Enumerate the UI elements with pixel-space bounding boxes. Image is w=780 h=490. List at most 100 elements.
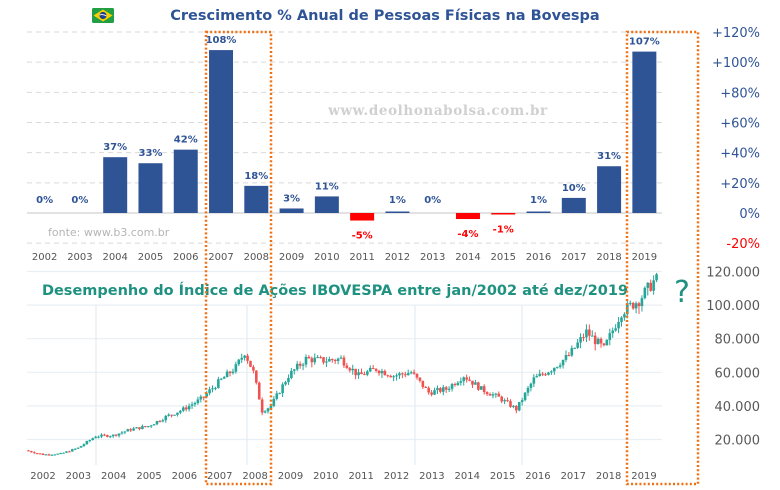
candle (555, 366, 559, 369)
x-tick-label: 2019 (631, 471, 656, 482)
candle (395, 373, 398, 381)
x-tick-label: 2014 (455, 471, 480, 482)
candle (290, 367, 293, 380)
candle (50, 454, 54, 456)
x-tick-label: 2018 (596, 252, 621, 263)
candle (266, 407, 270, 414)
candle (123, 431, 127, 435)
bar-2005 (138, 163, 163, 213)
candle (319, 355, 322, 359)
bar-2017 (561, 197, 586, 213)
y-tick-label: +100% (712, 56, 760, 71)
x-tick-label: 2018 (596, 471, 621, 482)
candle (491, 392, 495, 399)
candle (430, 389, 433, 397)
candle (427, 386, 430, 395)
candle (532, 374, 536, 388)
candle (295, 361, 299, 372)
candle (588, 324, 591, 341)
data-label-2002: 0% (36, 195, 53, 206)
candle (468, 376, 471, 382)
candle (129, 427, 133, 432)
x-tick-label: 2009 (279, 252, 304, 263)
bar-2018 (597, 166, 622, 213)
x-tick-label: 2009 (278, 471, 303, 482)
candle (94, 435, 97, 439)
candle (646, 282, 650, 296)
candle (453, 382, 457, 387)
candle (345, 362, 349, 369)
x-tick-label: 2010 (314, 252, 339, 263)
candle (582, 333, 585, 342)
x-tick-label: 2011 (349, 252, 374, 263)
x-tick-label: 2004 (102, 252, 127, 263)
candle (231, 368, 235, 375)
bar-2009 (279, 208, 304, 213)
candle (30, 450, 33, 453)
brazil-flag-icon (92, 8, 114, 23)
candle (599, 337, 603, 348)
candle (301, 362, 305, 371)
candle (418, 377, 422, 383)
candle (488, 392, 492, 396)
bar-chart-title: Crescimento % Anual de Pessoas Físicas n… (170, 8, 599, 24)
candle (386, 374, 390, 378)
candle (325, 357, 328, 368)
candle (322, 356, 325, 365)
candle (56, 453, 59, 455)
bar-2016 (526, 211, 551, 213)
candle (208, 386, 211, 396)
candle (222, 375, 226, 379)
bar-2004 (103, 157, 128, 213)
candle (631, 302, 635, 310)
data-label-2003: 0% (71, 195, 88, 206)
candle (628, 300, 632, 306)
y-tick-label: -20% (726, 237, 760, 252)
x-tick-label: 2017 (561, 471, 586, 482)
candle (392, 375, 395, 382)
candle (257, 381, 261, 400)
x-tick-label: 2002 (32, 252, 57, 263)
x-tick-label: 2005 (136, 471, 161, 482)
candle (573, 347, 577, 349)
candle (360, 368, 363, 375)
candle (509, 399, 512, 408)
candle (199, 394, 203, 403)
candle (593, 332, 597, 351)
candle (444, 385, 448, 393)
question-mark: ? (674, 275, 690, 310)
candle (336, 357, 340, 365)
candle (614, 324, 617, 332)
x-tick-label: 2013 (419, 471, 444, 482)
candle (202, 396, 206, 401)
candle (155, 420, 159, 426)
candle (404, 371, 407, 378)
candle (47, 453, 51, 456)
x-tick-label: 2006 (173, 252, 198, 263)
x-tick-label: 2015 (490, 471, 515, 482)
candle (517, 402, 521, 412)
candle (380, 368, 384, 378)
candle (515, 405, 518, 414)
x-tick-label: 2010 (313, 471, 338, 482)
candle (649, 279, 652, 292)
y-tick-label: +20% (720, 177, 760, 192)
y-tick-label: +40% (720, 147, 760, 162)
candle (371, 365, 375, 369)
x-tick-label: 2002 (30, 471, 55, 482)
data-label-2019: 107% (629, 37, 660, 48)
candle (211, 385, 214, 393)
candle (462, 376, 466, 386)
x-tick-label: 2004 (101, 471, 126, 482)
data-label-2004: 37% (103, 142, 127, 153)
candle (550, 370, 553, 375)
candle (412, 369, 416, 375)
x-tick-label: 2019 (632, 252, 657, 263)
candle (482, 384, 486, 395)
data-label-2005: 33% (139, 148, 163, 159)
candle (132, 426, 135, 431)
candle (255, 370, 258, 385)
candle (497, 391, 501, 397)
candle (590, 330, 594, 337)
x-tick-label: 2006 (172, 471, 197, 482)
